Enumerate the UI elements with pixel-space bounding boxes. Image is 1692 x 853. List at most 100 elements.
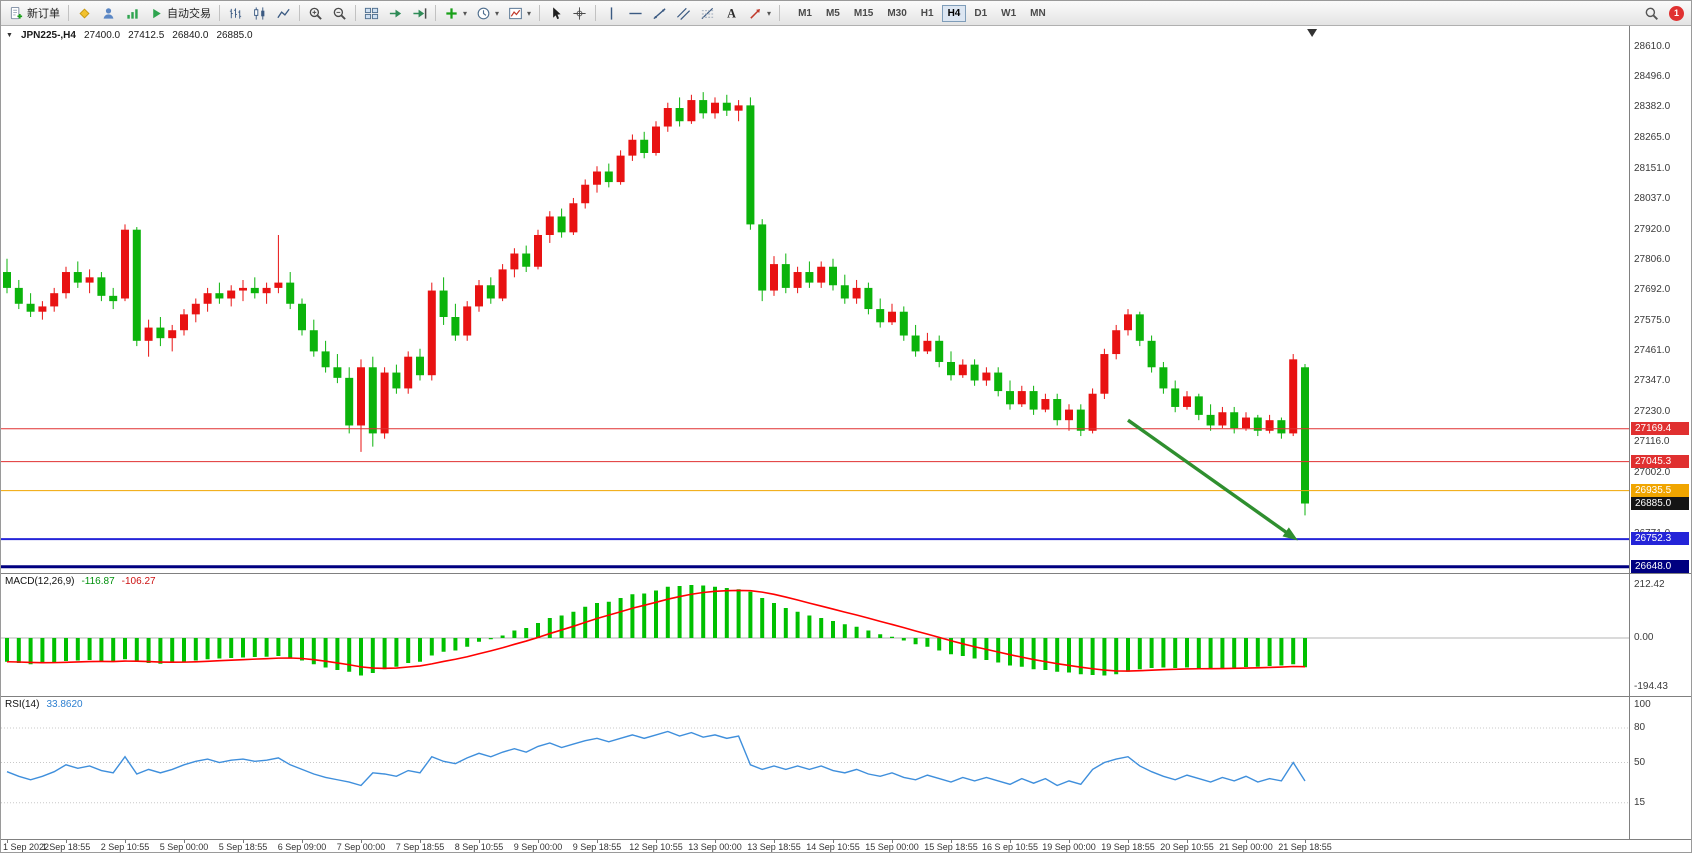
time-tick <box>538 840 539 843</box>
time-axis[interactable]: 1 Sep 2022 1 Sep 18:55 2 Sep 10:55 5 Sep 00… <box>1 839 1691 852</box>
time-tick <box>66 840 67 843</box>
bar-chart-icon <box>228 6 243 21</box>
text-button[interactable]: A <box>720 3 743 24</box>
time-label: 9 Sep 00:00 <box>513 842 563 852</box>
tab-timeframe-mn[interactable]: MN <box>1030 7 1046 19</box>
rsi-chart[interactable]: RSI(14) 33.8620 <box>1 697 1629 839</box>
price-axis-label: 27116.0 <box>1634 436 1670 448</box>
profile-button[interactable] <box>97 3 120 24</box>
macd-histogram <box>5 585 1307 676</box>
tile-windows-button[interactable] <box>360 3 383 24</box>
price-axis[interactable]: 28610.0 28496.0 28382.0 28265.0 28151.0 28037… <box>1629 26 1691 573</box>
tab-timeframe-m1[interactable]: M1 <box>798 7 812 19</box>
crosshair-icon <box>572 6 587 21</box>
time-label: 2 Sep 10:55 <box>100 842 150 852</box>
one-click-arrow-icon[interactable]: ▼ <box>6 32 13 39</box>
crosshair-button[interactable] <box>568 3 591 24</box>
auto-scroll-icon <box>388 6 403 21</box>
macd-axis-label: 212.42 <box>1634 578 1665 590</box>
periods-button[interactable]: ▾ <box>472 3 503 24</box>
chart-shift-marker-icon[interactable] <box>1307 29 1318 37</box>
time-tick <box>656 840 657 843</box>
macd-title: MACD(12,26,9) -116.87 -106.27 <box>5 576 156 587</box>
tab-timeframe-h1[interactable]: H1 <box>920 7 934 19</box>
macd-svg <box>1 585 1629 676</box>
cursor-button[interactable] <box>544 3 567 24</box>
time-label: 20 Sep 10:55 <box>1160 842 1214 852</box>
auto-scroll-button[interactable] <box>384 3 407 24</box>
tab-timeframe-m30[interactable]: M30 <box>887 7 907 19</box>
candlestick-button[interactable] <box>248 3 271 24</box>
zoom-out-icon <box>332 6 347 21</box>
macd-value: -116.87 <box>81 576 115 587</box>
channel-button[interactable] <box>672 3 695 24</box>
time-label: 8 Sep 10:55 <box>454 842 504 852</box>
time-label: 9 Sep 18:55 <box>572 842 622 852</box>
auto-trading-button[interactable]: 自动交易 <box>145 3 215 24</box>
cursor-icon <box>548 6 563 21</box>
signal-button[interactable] <box>121 3 144 24</box>
price-chart[interactable]: ▼ JPN225-,H4 27400.0 27412.5 26840.0 268… <box>1 26 1629 573</box>
channel-icon <box>676 6 691 21</box>
time-label: 14 Sep 10:55 <box>806 842 860 852</box>
new-order-icon <box>9 6 24 21</box>
time-tick <box>420 840 421 843</box>
tab-timeframe-w1[interactable]: W1 <box>1001 7 1017 19</box>
bar-chart-button[interactable] <box>224 3 247 24</box>
price-axis-label: 28265.0 <box>1634 132 1671 144</box>
toolbar-separator <box>435 5 436 21</box>
time-label: 5 Sep 00:00 <box>159 842 209 852</box>
metaeditor-button[interactable] <box>73 3 96 24</box>
price-level-badge: 26648.0 <box>1631 559 1689 573</box>
templates-button[interactable]: ▾ <box>504 3 535 24</box>
fibonacci-button[interactable] <box>696 3 719 24</box>
line-chart-button[interactable] <box>272 3 295 24</box>
price-axis-label: 28610.0 <box>1634 41 1671 53</box>
rsi-value: 33.8620 <box>46 699 83 710</box>
tab-timeframe-d1[interactable]: D1 <box>974 7 988 19</box>
periods-icon <box>476 6 491 21</box>
time-label: 6 Sep 09:00 <box>277 842 327 852</box>
toolbar-separator <box>779 5 781 21</box>
auto-trading-label: 自动交易 <box>167 8 211 20</box>
indicators-button[interactable]: ▾ <box>440 3 471 24</box>
rsi-axis-label: 15 <box>1634 796 1646 808</box>
zoom-in-button[interactable] <box>304 3 327 24</box>
search-icon <box>1644 6 1659 21</box>
arrows-button[interactable]: ▾ <box>744 3 775 24</box>
price-axis-label: 27692.0 <box>1634 284 1671 296</box>
hline-button[interactable] <box>624 3 647 24</box>
templates-icon <box>508 6 523 21</box>
timeframe-toolbar: M1 M5 M15 M30 H1 H4 D1 W1 MN <box>792 4 1052 22</box>
price-level-badge: 26885.0 <box>1631 497 1689 510</box>
time-tick <box>892 840 893 843</box>
rsi-axis[interactable]: 100 80 50 15 <box>1629 697 1691 839</box>
time-tick <box>302 840 303 843</box>
new-order-label: 新订单 <box>27 8 60 20</box>
zoom-out-button[interactable] <box>328 3 351 24</box>
trendline-button[interactable] <box>648 3 671 24</box>
trend-arrow-annotation[interactable] <box>1127 418 1298 541</box>
notification-badge[interactable]: 1 <box>1669 5 1684 21</box>
time-label: 19 Sep 00:00 <box>1042 842 1096 852</box>
price-axis-label: 27230.0 <box>1634 406 1671 418</box>
tab-timeframe-h4[interactable]: H4 <box>941 4 967 22</box>
toolbar-separator <box>219 5 220 21</box>
price-svg <box>1 29 1629 569</box>
time-tick <box>7 840 8 843</box>
new-order-button[interactable]: 新订单 <box>5 3 64 24</box>
tab-timeframe-m15[interactable]: M15 <box>853 7 874 19</box>
search-button[interactable] <box>1640 3 1663 24</box>
indicators-icon <box>444 6 459 21</box>
rsi-line <box>6 730 1306 787</box>
profile-icon <box>101 6 116 21</box>
tab-timeframe-m5[interactable]: M5 <box>825 7 840 19</box>
rsi-pane: RSI(14) 33.8620 100 80 50 15 <box>1 696 1691 839</box>
chart-shift-button[interactable] <box>408 3 431 24</box>
macd-signal-line <box>6 589 1306 672</box>
macd-axis[interactable]: 212.42 0.00 -194.43 <box>1629 574 1691 696</box>
price-axis-label: 28037.0 <box>1634 192 1671 204</box>
vline-button[interactable] <box>600 3 623 24</box>
macd-chart[interactable]: MACD(12,26,9) -116.87 -106.27 <box>1 574 1629 696</box>
time-tick <box>125 840 126 843</box>
